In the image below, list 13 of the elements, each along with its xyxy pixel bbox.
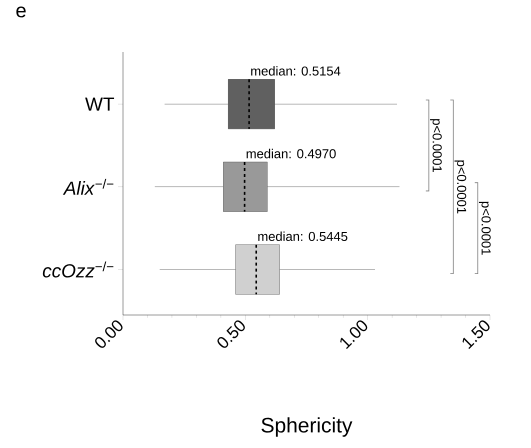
annotation: p<0.0001 bbox=[478, 202, 491, 255]
annotation: median: 0.4970 bbox=[246, 148, 336, 158]
annotation: p<0.0001 bbox=[430, 119, 442, 172]
x-tick-label: 0.00 bbox=[95, 320, 123, 348]
y-tick-label: WT bbox=[85, 98, 114, 111]
annotation: median: 0.5154 bbox=[251, 66, 340, 76]
x-tick-label: 0.50 bbox=[217, 320, 245, 348]
chart-title: e bbox=[16, 6, 26, 18]
annotation: median: 0.5445 bbox=[258, 232, 348, 242]
y-tick-label: ccOzz$^{−/−}$ bbox=[42, 262, 114, 278]
y-tick-label: Alix$^{−/−}$ bbox=[62, 178, 114, 195]
x-axis-title: Sphericity bbox=[262, 417, 352, 437]
annotation: p<0.0001 bbox=[454, 160, 466, 214]
